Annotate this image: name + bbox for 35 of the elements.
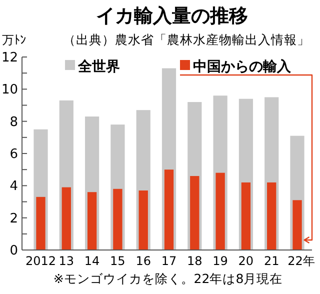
bar [190,176,200,250]
bar [241,182,251,250]
bar [216,172,225,250]
bar [36,196,46,250]
legend-label: 中国からの輸入 [193,58,292,75]
legend-label: 全世界 [77,58,120,75]
x-tick-label: 2012 [25,254,56,268]
y-axis-title: 万ﾄﾝ [2,33,26,47]
bar [267,182,276,250]
bar [164,170,174,250]
x-tick-label: 17 [161,254,177,268]
x-tick-label: 13 [58,254,74,268]
y-tick-label: 12 [1,50,18,66]
x-tick-label: 21 [264,254,280,268]
y-tick-label: 8 [10,114,18,130]
x-tick-label: 16 [136,254,151,268]
text: （出典）農水省「農林水産物輸出入情報」 [63,32,310,47]
text: ※モンゴウイカを除く。22年は8月現在 [53,271,283,286]
y-tick-label: 2 [10,211,18,226]
x-tick-label: 20 [238,254,254,268]
y-tick-label: 0 [10,244,18,259]
y-tick-label: 10 [1,82,18,98]
bar [138,190,148,250]
bar [292,200,302,250]
bar [113,188,122,250]
y-tick-label: 4 [10,179,18,194]
chart-title: イカ輸入量の推移 [96,5,248,27]
y-tick-label: 6 [10,147,18,162]
x-tick-label: 18 [187,254,202,268]
x-tick-label: 19 [212,254,228,268]
x-tick-label: 15 [110,254,126,268]
x-tick-label: 22年 [288,254,315,268]
x-tick-label: 14 [84,254,100,268]
bar [62,187,71,250]
bar [87,192,97,250]
